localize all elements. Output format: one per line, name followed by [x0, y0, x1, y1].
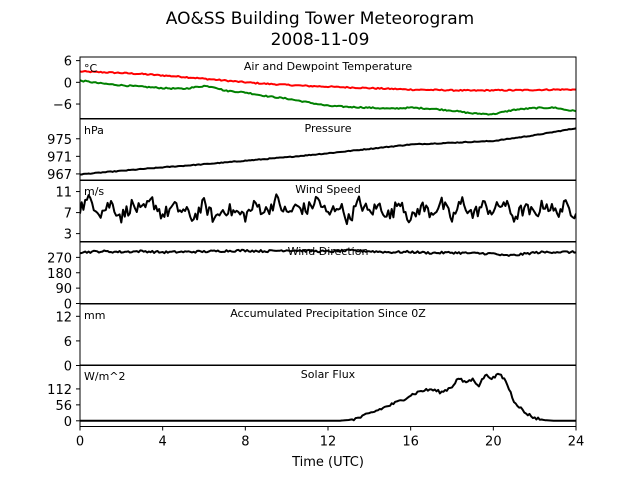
chart-subtitle: 2008-11-09 [271, 30, 370, 50]
temperature-ytick-label: 6 [64, 55, 72, 70]
temperature-ytick-label: −6 [53, 98, 72, 113]
xtick-label: 24 [568, 435, 585, 450]
xtick-label: 4 [159, 435, 167, 450]
wind-speed-ytick-label: 3 [64, 228, 72, 243]
wind-direction-title: Wind Direction [288, 245, 369, 258]
xtick-label: 16 [402, 435, 419, 450]
solar-flux-title: Solar Flux [301, 368, 356, 381]
x-axis-label: Time (UTC) [291, 455, 364, 470]
pressure-ytick-label: 967 [47, 168, 72, 183]
pressure-ytick-label: 975 [47, 133, 72, 148]
precipitation-unit-label: mm [84, 309, 105, 322]
temperature-unit-label: °C [84, 62, 98, 75]
pressure-title: Pressure [305, 122, 352, 135]
x-axis: 0 4 8 12 16 20 24 [76, 426, 585, 450]
panel-wind-speed: Wind Speed m/s 11 7 3 [55, 179, 577, 243]
panel-pressure: Pressure hPa 975 971 967 [47, 118, 577, 183]
temperature-ytick-label: 0 [64, 76, 72, 91]
wind-speed-unit-label: m/s [84, 185, 104, 198]
xtick-label: 0 [76, 435, 84, 450]
temperature-series-1-line [80, 79, 576, 116]
panels-group: Air and Dewpoint Temperature °C 6 0 −6 Pressu… [47, 55, 577, 430]
xtick-label: 20 [485, 435, 502, 450]
pressure-series-0-line [80, 127, 576, 176]
solar-flux-ytick-label: 0 [64, 415, 72, 430]
temperature-title: Air and Dewpoint Temperature [244, 60, 412, 73]
precipitation-ytick-label: 6 [64, 335, 72, 350]
precipitation-ytick-label: 12 [55, 310, 72, 325]
temperature-series-0-line [80, 70, 576, 92]
wind-speed-title: Wind Speed [295, 183, 361, 196]
wind-speed-ytick-label: 11 [55, 186, 72, 201]
precipitation-ytick-label: 0 [64, 360, 72, 375]
precipitation-title: Accumulated Precipitation Since 0Z [230, 307, 426, 320]
panel-temperature: Air and Dewpoint Temperature °C 6 0 −6 [53, 55, 577, 119]
panel-precipitation: Accumulated Precipitation Since 0Z mm 12 6 0 [55, 303, 577, 375]
wind-direction-ytick-label: 180 [47, 267, 72, 282]
wind-speed-series-0-line [80, 193, 576, 226]
solar-flux-series-0-line [80, 372, 576, 422]
wind-direction-ytick-label: 90 [55, 282, 72, 297]
wind-direction-ytick-label: 270 [47, 251, 72, 266]
pressure-ytick-label: 971 [47, 150, 72, 165]
pressure-unit-label: hPa [84, 124, 104, 137]
solar-flux-ytick-label: 56 [55, 399, 72, 414]
wind-speed-ytick-label: 7 [64, 207, 72, 222]
xtick-label: 8 [241, 435, 249, 450]
solar-flux-ytick-label: 112 [47, 383, 72, 398]
xtick-label: 12 [320, 435, 337, 450]
solar-flux-unit-label: W/m^2 [84, 370, 126, 383]
wind-direction-ytick-label: 0 [64, 298, 72, 313]
chart-title: AO&SS Building Tower Meteorogram [166, 9, 474, 29]
wind-direction-series-0-line [80, 248, 576, 257]
